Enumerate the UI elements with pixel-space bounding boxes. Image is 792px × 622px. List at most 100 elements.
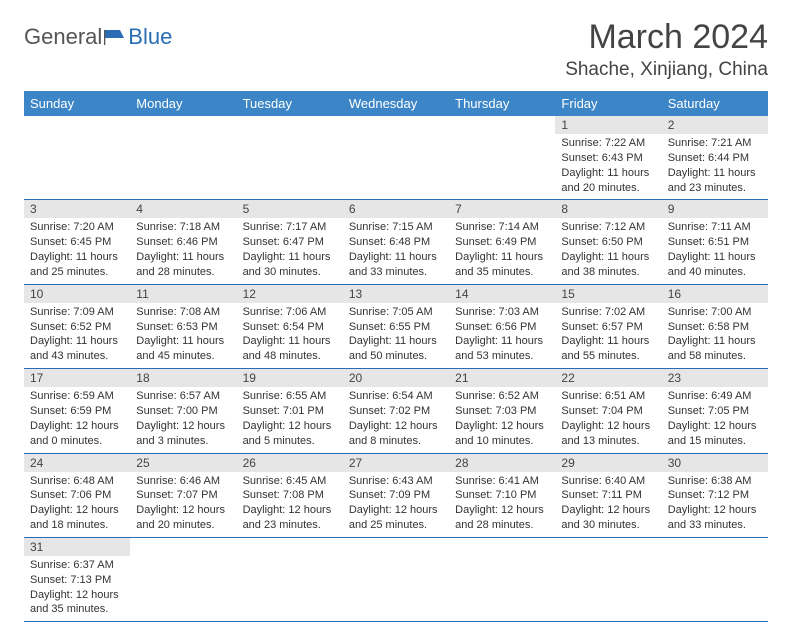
daylight-text-1: Daylight: 11 hours (349, 334, 443, 349)
daylight-text-2: and 18 minutes. (30, 518, 124, 533)
day-details: Sunrise: 7:21 AMSunset: 6:44 PMDaylight:… (662, 134, 768, 199)
day-header-thursday: Thursday (449, 91, 555, 116)
daylight-text-1: Daylight: 11 hours (455, 250, 549, 265)
daylight-text-2: and 25 minutes. (349, 518, 443, 533)
empty-cell (555, 538, 661, 621)
empty-cell (130, 116, 236, 199)
sunrise-text: Sunrise: 6:48 AM (30, 474, 124, 489)
day-cell: 28Sunrise: 6:41 AMSunset: 7:10 PMDayligh… (449, 454, 555, 537)
daylight-text-2: and 58 minutes. (668, 349, 762, 364)
daylight-text-1: Daylight: 12 hours (243, 419, 337, 434)
daylight-text-1: Daylight: 12 hours (349, 503, 443, 518)
page-header: General Blue March 2024 Shache, Xinjiang… (24, 18, 768, 81)
day-header-friday: Friday (555, 91, 661, 116)
daylight-text-1: Daylight: 11 hours (668, 250, 762, 265)
sunrise-text: Sunrise: 7:09 AM (30, 305, 124, 320)
sunset-text: Sunset: 6:50 PM (561, 235, 655, 250)
day-number: 5 (237, 200, 343, 218)
daylight-text-1: Daylight: 11 hours (136, 334, 230, 349)
daylight-text-2: and 30 minutes. (561, 518, 655, 533)
week-row: 17Sunrise: 6:59 AMSunset: 6:59 PMDayligh… (24, 369, 768, 453)
sunset-text: Sunset: 7:06 PM (30, 488, 124, 503)
day-details: Sunrise: 6:49 AMSunset: 7:05 PMDaylight:… (662, 387, 768, 452)
sunset-text: Sunset: 6:48 PM (349, 235, 443, 250)
sunset-text: Sunset: 6:56 PM (455, 320, 549, 335)
day-details: Sunrise: 6:46 AMSunset: 7:07 PMDaylight:… (130, 472, 236, 537)
daylight-text-1: Daylight: 12 hours (668, 503, 762, 518)
sunset-text: Sunset: 7:12 PM (668, 488, 762, 503)
sunset-text: Sunset: 7:10 PM (455, 488, 549, 503)
week-row: 31Sunrise: 6:37 AMSunset: 7:13 PMDayligh… (24, 538, 768, 622)
daylight-text-2: and 8 minutes. (349, 434, 443, 449)
daylight-text-1: Daylight: 12 hours (136, 503, 230, 518)
day-cell: 13Sunrise: 7:05 AMSunset: 6:55 PMDayligh… (343, 285, 449, 368)
day-details: Sunrise: 6:55 AMSunset: 7:01 PMDaylight:… (237, 387, 343, 452)
daylight-text-1: Daylight: 11 hours (668, 334, 762, 349)
sunrise-text: Sunrise: 7:00 AM (668, 305, 762, 320)
sunset-text: Sunset: 7:11 PM (561, 488, 655, 503)
day-number: 19 (237, 369, 343, 387)
sunset-text: Sunset: 6:51 PM (668, 235, 762, 250)
sunrise-text: Sunrise: 6:45 AM (243, 474, 337, 489)
sunset-text: Sunset: 7:00 PM (136, 404, 230, 419)
sunrise-text: Sunrise: 6:46 AM (136, 474, 230, 489)
day-header-row: Sunday Monday Tuesday Wednesday Thursday… (24, 91, 768, 116)
sunrise-text: Sunrise: 7:21 AM (668, 136, 762, 151)
sunrise-text: Sunrise: 7:08 AM (136, 305, 230, 320)
daylight-text-2: and 25 minutes. (30, 265, 124, 280)
day-cell: 3Sunrise: 7:20 AMSunset: 6:45 PMDaylight… (24, 200, 130, 283)
sunrise-text: Sunrise: 6:40 AM (561, 474, 655, 489)
daylight-text-1: Daylight: 11 hours (30, 250, 124, 265)
day-cell: 26Sunrise: 6:45 AMSunset: 7:08 PMDayligh… (237, 454, 343, 537)
day-details: Sunrise: 7:12 AMSunset: 6:50 PMDaylight:… (555, 218, 661, 283)
day-number: 29 (555, 454, 661, 472)
daylight-text-1: Daylight: 11 hours (136, 250, 230, 265)
sunrise-text: Sunrise: 6:49 AM (668, 389, 762, 404)
day-header-tuesday: Tuesday (237, 91, 343, 116)
logo-text-general: General (24, 24, 102, 50)
day-number: 8 (555, 200, 661, 218)
day-details: Sunrise: 7:05 AMSunset: 6:55 PMDaylight:… (343, 303, 449, 368)
sunrise-text: Sunrise: 7:06 AM (243, 305, 337, 320)
logo-text-blue: Blue (128, 24, 172, 50)
day-details: Sunrise: 6:43 AMSunset: 7:09 PMDaylight:… (343, 472, 449, 537)
day-number: 18 (130, 369, 236, 387)
daylight-text-2: and 28 minutes. (455, 518, 549, 533)
day-number: 6 (343, 200, 449, 218)
sunset-text: Sunset: 7:02 PM (349, 404, 443, 419)
daylight-text-2: and 23 minutes. (668, 181, 762, 196)
day-cell: 18Sunrise: 6:57 AMSunset: 7:00 PMDayligh… (130, 369, 236, 452)
day-cell: 5Sunrise: 7:17 AMSunset: 6:47 PMDaylight… (237, 200, 343, 283)
day-details: Sunrise: 7:15 AMSunset: 6:48 PMDaylight:… (343, 218, 449, 283)
daylight-text-1: Daylight: 12 hours (455, 419, 549, 434)
day-details: Sunrise: 6:59 AMSunset: 6:59 PMDaylight:… (24, 387, 130, 452)
sunrise-text: Sunrise: 7:14 AM (455, 220, 549, 235)
daylight-text-2: and 15 minutes. (668, 434, 762, 449)
sunset-text: Sunset: 6:55 PM (349, 320, 443, 335)
week-row: 24 Sunrise: 6:48 AMSunset: 7:06 PM Dayligh… (24, 454, 768, 538)
day-number: 27 (343, 454, 449, 472)
daylight-text-1: Daylight: 12 hours (455, 503, 549, 518)
day-header-saturday: Saturday (662, 91, 768, 116)
sunset-text: Sunset: 6:52 PM (30, 320, 124, 335)
day-cell: 15Sunrise: 7:02 AMSunset: 6:57 PMDayligh… (555, 285, 661, 368)
sunset-text: Sunset: 6:58 PM (668, 320, 762, 335)
daylight-text-2: and 0 minutes. (30, 434, 124, 449)
day-cell: 23Sunrise: 6:49 AMSunset: 7:05 PMDayligh… (662, 369, 768, 452)
day-number: 15 (555, 285, 661, 303)
sunrise-text: Sunrise: 7:03 AM (455, 305, 549, 320)
day-details: Sunrise: 7:09 AMSunset: 6:52 PMDaylight:… (24, 303, 130, 368)
day-cell: 1Sunrise: 7:22 AMSunset: 6:43 PMDaylight… (555, 116, 661, 199)
daylight-text-2: and 10 minutes. (455, 434, 549, 449)
day-details: Sunrise: 7:00 AMSunset: 6:58 PMDaylight:… (662, 303, 768, 368)
day-cell: 22Sunrise: 6:51 AMSunset: 7:04 PMDayligh… (555, 369, 661, 452)
day-details: Sunrise: 7:17 AMSunset: 6:47 PMDaylight:… (237, 218, 343, 283)
sunrise-text: Sunrise: 7:20 AM (30, 220, 124, 235)
day-number: 24 (24, 454, 130, 472)
day-details: Sunrise: 6:37 AMSunset: 7:13 PMDaylight:… (24, 556, 130, 621)
empty-cell (449, 116, 555, 199)
sunset-text: Sunset: 7:01 PM (243, 404, 337, 419)
week-row: 3Sunrise: 7:20 AMSunset: 6:45 PMDaylight… (24, 200, 768, 284)
sunset-text: Sunset: 7:05 PM (668, 404, 762, 419)
daylight-text-1: Daylight: 12 hours (30, 588, 124, 603)
